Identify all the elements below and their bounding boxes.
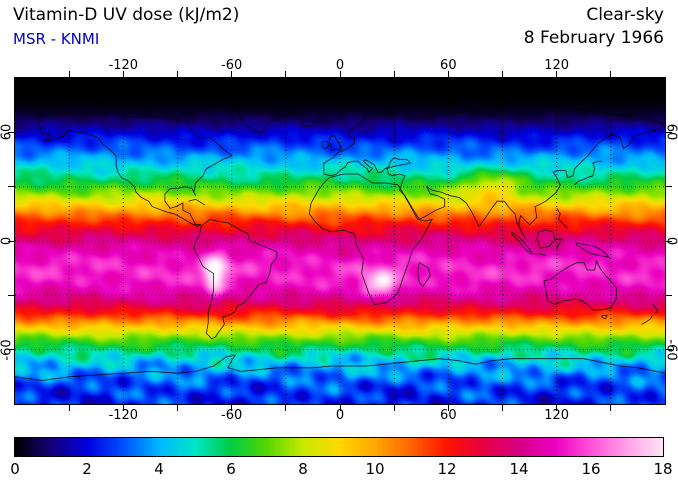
coastline-new-zealand-north (652, 304, 659, 314)
map-frame (14, 77, 666, 405)
lon-axis-label-bottom: 0 (335, 408, 345, 423)
coastline-tasmania (601, 314, 608, 320)
lat-tick-right (666, 131, 672, 133)
lon-tick-top (177, 71, 178, 77)
coastline-great-britain (328, 135, 343, 151)
data-source-label: MSR - KNMI (13, 30, 100, 48)
lat-tick-left (8, 131, 14, 133)
coastline-cuba (188, 198, 205, 206)
lon-tick-top (393, 71, 395, 77)
coastline-madagascar (417, 262, 431, 287)
coastline-sulawesi (554, 238, 563, 251)
colorbar-tick-label: 12 (437, 460, 457, 478)
coastline-eurasia (323, 99, 664, 240)
lat-axis-label-left: 60 (0, 124, 15, 141)
lon-axis-label-bottom: 60 (440, 408, 457, 423)
coastline-ireland (321, 141, 330, 150)
colorbar-tick-label: 6 (226, 460, 236, 478)
lat-tick-left (8, 186, 14, 188)
lon-axis-label-top: -120 (108, 58, 139, 73)
lon-tick-bottom (447, 405, 449, 411)
map-grid-coastlines-overlay (15, 78, 665, 404)
coastline-java (529, 253, 546, 256)
lat-axis-label-right: 60 (663, 124, 678, 141)
lat-axis-label-left: -60 (0, 339, 15, 361)
lon-tick-top (447, 71, 449, 77)
coastline-north-america (38, 111, 233, 227)
colorbar-tick-label: 8 (298, 460, 308, 478)
colorbar-tick-label: 0 (10, 460, 20, 478)
lon-tick-bottom (122, 405, 124, 411)
lon-tick-bottom (339, 405, 341, 411)
lon-axis-label-top: 120 (544, 58, 570, 73)
coastline-africa (308, 173, 433, 305)
coastline-borneo (536, 229, 556, 249)
lon-tick-top (502, 71, 503, 77)
lat-axis-label-left: 0 (0, 236, 15, 246)
coastline-sumatra (511, 231, 533, 253)
lon-tick-bottom (68, 405, 70, 411)
lon-tick-top (556, 71, 558, 77)
lon-tick-top (231, 71, 233, 77)
lat-tick-right (666, 240, 672, 242)
colorbar-frame (14, 437, 664, 457)
coastline-japan (574, 160, 602, 186)
lat-tick-right (666, 349, 672, 351)
lat-tick-right (666, 294, 672, 296)
coastline-new-zealand-south (641, 315, 653, 325)
lon-tick-bottom (556, 405, 558, 411)
coastline-south-america (193, 218, 278, 340)
coastline-greenland (236, 90, 305, 133)
colorbar (15, 438, 663, 456)
lon-tick-bottom (231, 405, 233, 411)
lat-tick-left (8, 349, 14, 351)
lon-tick-top (122, 71, 124, 77)
lon-tick-top (610, 71, 612, 77)
lon-axis-label-bottom: 120 (544, 408, 570, 423)
lon-tick-top (68, 71, 70, 77)
lat-tick-left (8, 294, 14, 296)
lon-tick-bottom (285, 405, 287, 411)
colorbar-tick-label: 2 (82, 460, 92, 478)
lon-tick-bottom (610, 405, 612, 411)
lon-tick-bottom (502, 405, 503, 411)
lat-axis-label-right: 0 (663, 236, 678, 246)
coastline-philippines (556, 208, 568, 229)
lat-axis-label-right: -60 (663, 339, 678, 361)
sky-condition-label: Clear-sky (586, 5, 664, 25)
coastline-new-guinea (576, 242, 611, 258)
colorbar-tick-label: 18 (653, 460, 673, 478)
coastline-australia (543, 259, 617, 311)
date-label: 8 February 1966 (523, 28, 664, 48)
lon-axis-label-top: -60 (221, 58, 243, 73)
colorbar-tick-label: 14 (509, 460, 529, 478)
coastline-antarctica (15, 354, 665, 381)
lon-axis-label-bottom: -60 (221, 408, 243, 423)
lon-axis-label-bottom: -120 (108, 408, 139, 423)
lon-tick-bottom (393, 405, 395, 411)
lon-tick-bottom (177, 405, 178, 411)
lon-axis-label-top: 60 (440, 58, 457, 73)
plot-title: Vitamin-D UV dose (kJ/m2) (13, 5, 240, 25)
colorbar-tick-label: 4 (154, 460, 164, 478)
lon-tick-top (285, 71, 287, 77)
colorbar-tick-label: 16 (581, 460, 601, 478)
lat-tick-left (8, 240, 14, 242)
coastline-iceland (300, 121, 316, 128)
lat-tick-right (666, 186, 672, 188)
colorbar-tick-label: 10 (365, 460, 385, 478)
lon-tick-top (339, 71, 341, 77)
lon-axis-label-top: 0 (335, 58, 345, 73)
